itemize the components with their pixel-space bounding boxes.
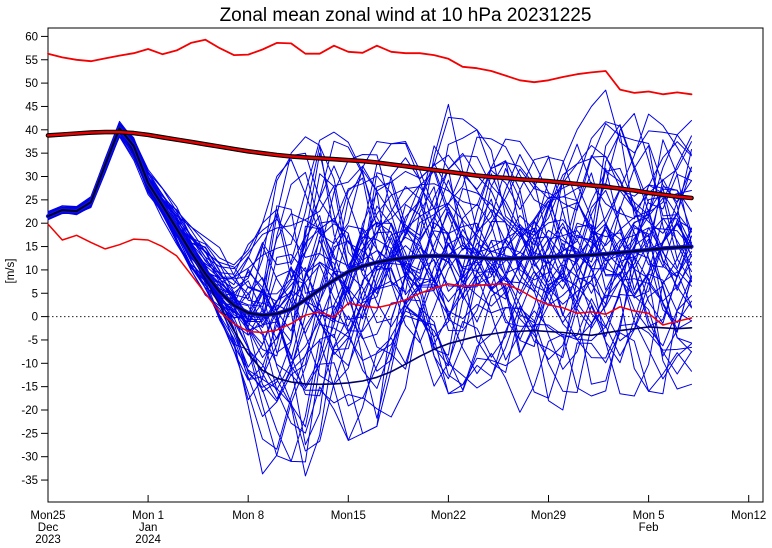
- x-tick-sublabel: Dec: [38, 522, 59, 534]
- climatology-max-line: [47, 38, 693, 96]
- y-tick-label: 45: [25, 101, 38, 113]
- x-tick-sublabel: 2023: [35, 534, 61, 546]
- x-tick-label: Mon 5: [633, 510, 665, 522]
- x-tick-label: Mon 8: [232, 510, 264, 522]
- y-tick-label: -25: [21, 428, 38, 440]
- y-tick-label: 55: [25, 55, 38, 67]
- y-tick-label: -35: [21, 475, 38, 487]
- x-tick-label: Mon15: [331, 510, 366, 522]
- x-tick-label: Mon12: [731, 510, 766, 522]
- ensemble-member-line: [47, 120, 692, 304]
- chart-title: Zonal mean zonal wind at 10 hPa 20231225: [220, 5, 592, 26]
- y-tick-label: -5: [28, 335, 38, 347]
- ensemble-member-line: [47, 127, 692, 321]
- y-tick-label: 15: [25, 242, 38, 254]
- ensemble-member-line: [47, 129, 692, 428]
- ensemble-member-line: [47, 127, 692, 393]
- y-tick-label: -20: [21, 405, 38, 417]
- x-tick-label: Mon 1: [132, 510, 164, 522]
- plot-frame: [47, 27, 764, 503]
- y-tick-label: 30: [25, 172, 38, 184]
- y-tick-label: 35: [25, 148, 38, 160]
- ensemble-member-line: [47, 89, 692, 266]
- y-tick-label: -30: [21, 452, 38, 464]
- climatology-mean-line: [46, 130, 693, 200]
- ensemble-member-line: [47, 121, 692, 270]
- y-tick-label: 60: [25, 31, 38, 43]
- x-tick-sublabel: Feb: [639, 522, 659, 534]
- y-tick-label: 5: [32, 288, 38, 300]
- y-tick-label: 25: [25, 195, 38, 207]
- ensemble-member-line: [47, 103, 692, 286]
- y-tick-label: -15: [21, 382, 38, 394]
- y-tick-label: 20: [25, 218, 38, 230]
- x-tick-sublabel: 2024: [135, 534, 161, 546]
- y-tick-label: -10: [21, 358, 38, 370]
- x-tick-label: Mon29: [531, 510, 566, 522]
- climatology-min-line: [47, 223, 693, 334]
- y-tick-label: 50: [25, 78, 38, 90]
- x-tick-sublabel: Jan: [139, 522, 158, 534]
- ensemble-mean-line: [47, 127, 693, 317]
- x-tick-label: Mon22: [431, 510, 466, 522]
- y-tick-label: 0: [32, 312, 38, 324]
- y-tick-label: 10: [25, 265, 38, 277]
- y-tick-label: 40: [25, 125, 38, 137]
- x-tick-label: Mon25: [30, 510, 65, 522]
- y-axis-label: [m/s]: [5, 259, 17, 284]
